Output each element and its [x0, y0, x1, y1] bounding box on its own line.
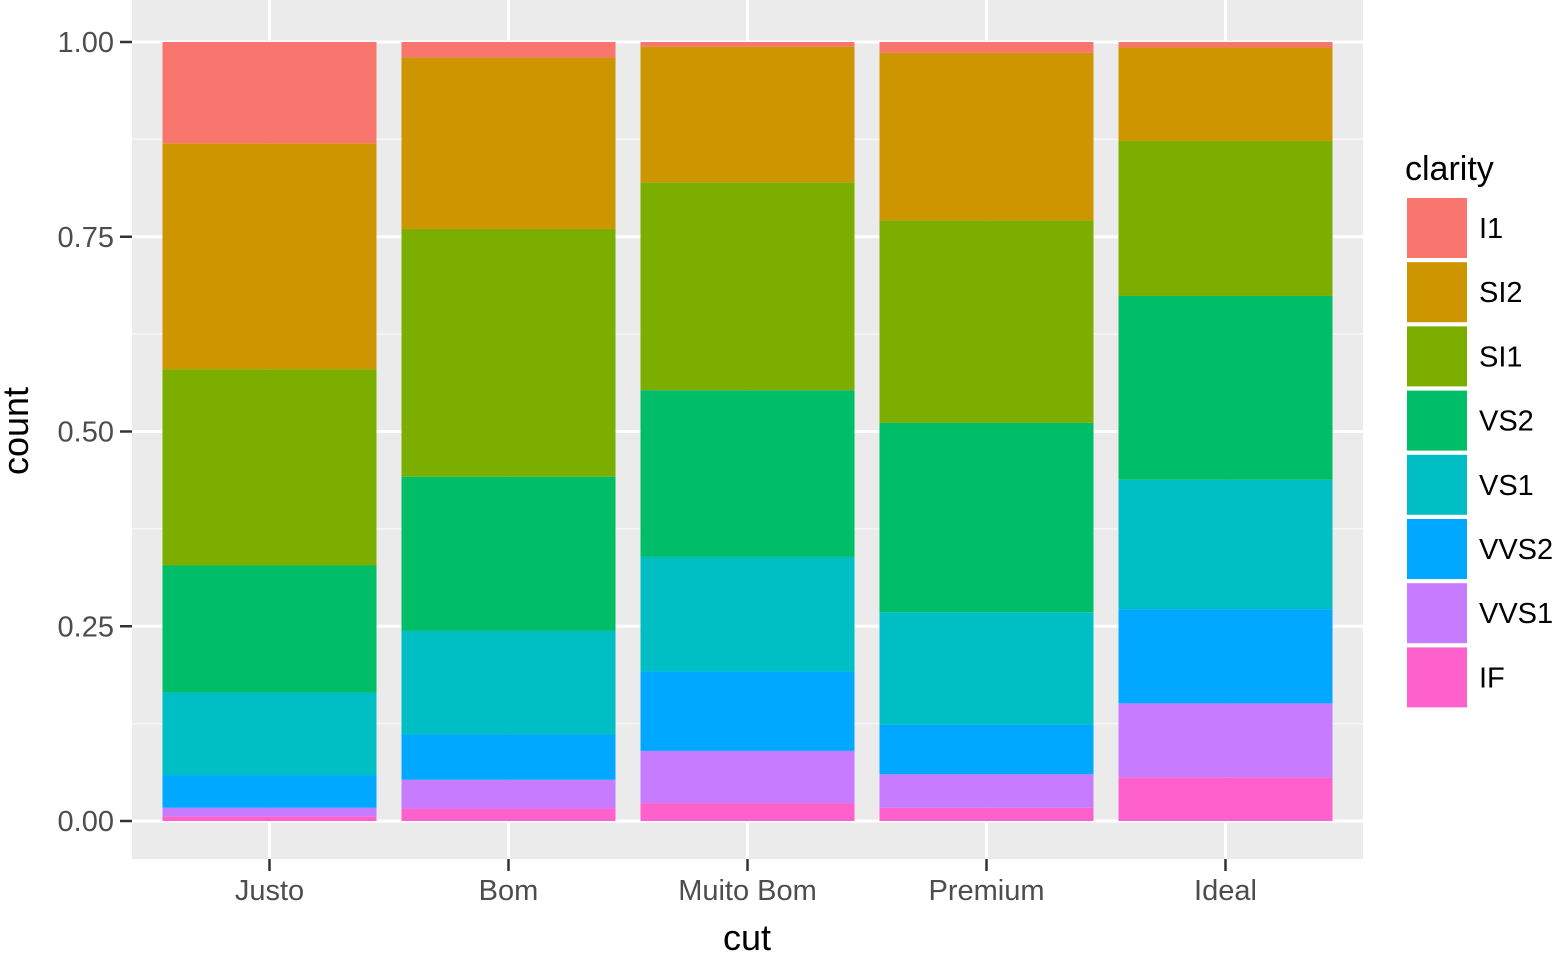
- bar-segment-if: [401, 808, 616, 821]
- x-tick-label: Muito Bom: [678, 875, 817, 907]
- bar-segment-vvs1: [162, 807, 377, 817]
- legend-key-if: [1407, 647, 1467, 708]
- bar-segment-si1: [640, 182, 855, 391]
- x-tick-label: Ideal: [1194, 875, 1257, 907]
- bar-segment-vs2: [401, 476, 616, 631]
- legend-key-vs1: [1407, 454, 1467, 515]
- bar-segment-if: [879, 807, 1094, 821]
- legend-key-si2: [1407, 262, 1467, 323]
- bar-segment-i1: [1118, 42, 1333, 48]
- bar-segment-vs1: [401, 630, 616, 735]
- bar-segment-si1: [879, 220, 1094, 423]
- bar-segment-vs2: [879, 422, 1094, 613]
- legend-label: VS1: [1479, 470, 1534, 502]
- bar-segment-vs1: [640, 556, 855, 672]
- legend-label: VVS2: [1479, 534, 1553, 566]
- bar-segment-si2: [1118, 47, 1333, 141]
- legend-label: I1: [1479, 213, 1503, 245]
- x-axis: Justo Bom Muito Bom Premium Ideal: [235, 859, 1257, 907]
- x-tick-label: Premium: [928, 875, 1044, 907]
- y-axis-title: count: [0, 387, 36, 475]
- y-tick-label: 0.00: [58, 806, 114, 838]
- bar-segment-i1: [401, 42, 616, 58]
- bars: [162, 42, 1333, 821]
- y-tick-label: 0.25: [58, 611, 114, 643]
- bar-segment-vvs2: [1118, 609, 1333, 704]
- legend-label: VS2: [1479, 406, 1534, 438]
- legend-key-vvs1: [1407, 583, 1467, 644]
- y-tick-label: 0.50: [58, 417, 114, 449]
- bar-segment-vvs1: [1118, 703, 1333, 778]
- bar-segment-vs2: [640, 390, 855, 557]
- y-tick-label: 0.75: [58, 222, 114, 254]
- bar-segment-vvs2: [162, 775, 377, 808]
- legend-key-i1: [1407, 198, 1467, 258]
- bar-segment-vvs2: [640, 671, 855, 751]
- bar-segment-vvs2: [401, 734, 616, 780]
- x-tick-label: Bom: [479, 875, 539, 907]
- legend-label: SI1: [1479, 341, 1523, 373]
- bar-segment-si2: [401, 57, 616, 229]
- bar-segment-i1: [879, 42, 1094, 53]
- legend-key-vvs2: [1407, 519, 1467, 579]
- bar-segment-i1: [162, 42, 377, 144]
- bar-segment-if: [640, 803, 855, 821]
- bar-segment-vs1: [1118, 479, 1333, 610]
- legend: clarity I1 SI2 SI1 VS2 VS1 VVS2 VVS1 IF: [1405, 150, 1553, 708]
- bar-segment-vs2: [162, 565, 377, 693]
- x-axis-title: cut: [723, 917, 771, 955]
- bar-segment-vvs2: [879, 724, 1094, 775]
- bar-segment-vs2: [1118, 295, 1333, 480]
- bar-segment-vs1: [879, 612, 1094, 725]
- bar-segment-if: [1118, 777, 1333, 821]
- bar-segment-si1: [1118, 140, 1333, 296]
- bar-segment-vvs1: [879, 774, 1094, 808]
- legend-label: VVS1: [1479, 598, 1553, 630]
- y-tick-label: 1.00: [58, 27, 114, 59]
- legend-key-vs2: [1407, 390, 1467, 451]
- bar-segment-si1: [162, 369, 377, 566]
- bar-segment-si2: [879, 52, 1094, 221]
- bar-segment-vvs1: [401, 779, 616, 809]
- y-axis: 0.00 0.25 0.50 0.75 1.00: [58, 27, 132, 838]
- bar-segment-si2: [162, 143, 377, 370]
- x-tick-label: Justo: [235, 875, 304, 907]
- bar-segment-si2: [640, 46, 855, 183]
- bar-segment-si1: [401, 228, 616, 477]
- legend-title: clarity: [1405, 150, 1494, 188]
- bar-segment-vs1: [162, 692, 377, 776]
- bar-segment-vvs1: [640, 750, 855, 804]
- legend-key-si1: [1407, 326, 1467, 387]
- legend-label: SI2: [1479, 277, 1523, 309]
- bar-segment-i1: [640, 42, 855, 47]
- legend-label: IF: [1479, 662, 1505, 694]
- bar-segment-if: [162, 816, 377, 821]
